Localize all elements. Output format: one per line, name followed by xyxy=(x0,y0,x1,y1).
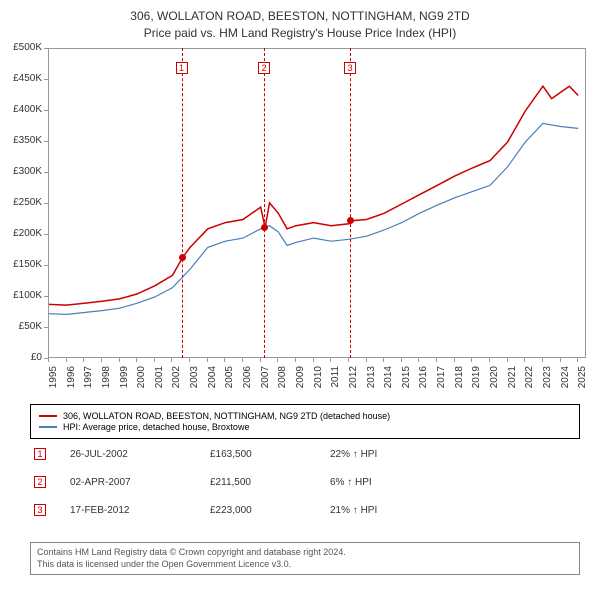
x-tick-label: 2018 xyxy=(454,366,465,394)
x-tick-label: 2024 xyxy=(560,366,571,394)
attribution-footer: Contains HM Land Registry data © Crown c… xyxy=(30,542,580,575)
footer-line2: This data is licensed under the Open Gov… xyxy=(37,559,573,571)
x-tick-label: 2004 xyxy=(207,366,218,394)
sale-price: £163,500 xyxy=(210,449,330,460)
sale-marker-vline xyxy=(264,48,265,358)
series-line xyxy=(49,86,578,305)
footer-line1: Contains HM Land Registry data © Crown c… xyxy=(37,547,573,559)
x-tick-label: 1998 xyxy=(101,366,112,394)
legend: 306, WOLLATON ROAD, BEESTON, NOTTINGHAM,… xyxy=(30,404,580,439)
y-tick-label: £100K xyxy=(4,290,42,301)
x-tick-label: 2010 xyxy=(313,366,324,394)
x-tick-label: 2009 xyxy=(295,366,306,394)
x-tick-label: 2023 xyxy=(542,366,553,394)
legend-label: 306, WOLLATON ROAD, BEESTON, NOTTINGHAM,… xyxy=(63,411,390,421)
title-line1: 306, WOLLATON ROAD, BEESTON, NOTTINGHAM,… xyxy=(0,8,600,25)
sale-row-marker: 3 xyxy=(34,504,46,516)
x-tick-label: 2008 xyxy=(277,366,288,394)
sale-row-marker: 1 xyxy=(34,448,46,460)
y-tick-label: £50K xyxy=(4,321,42,332)
sale-delta: 6% ↑ HPI xyxy=(330,477,450,488)
legend-swatch xyxy=(39,426,57,428)
sale-price: £211,500 xyxy=(210,477,330,488)
sale-marker-dot xyxy=(179,254,186,261)
y-tick-label: £400K xyxy=(4,104,42,115)
x-tick-label: 1999 xyxy=(119,366,130,394)
y-tick-label: £500K xyxy=(4,42,42,53)
chart-svg xyxy=(49,49,587,359)
chart-title: 306, WOLLATON ROAD, BEESTON, NOTTINGHAM,… xyxy=(0,0,600,46)
y-tick-label: £250K xyxy=(4,197,42,208)
sale-delta: 21% ↑ HPI xyxy=(330,505,450,516)
y-tick-label: £150K xyxy=(4,259,42,270)
y-tick-label: £350K xyxy=(4,135,42,146)
x-tick-label: 2017 xyxy=(436,366,447,394)
sale-marker-dot xyxy=(261,224,268,231)
y-tick-label: £0 xyxy=(4,352,42,363)
legend-item: 306, WOLLATON ROAD, BEESTON, NOTTINGHAM,… xyxy=(39,411,571,421)
x-tick-label: 1997 xyxy=(83,366,94,394)
x-tick-label: 2025 xyxy=(577,366,588,394)
x-tick-label: 2016 xyxy=(418,366,429,394)
sale-date: 17-FEB-2012 xyxy=(70,505,210,516)
legend-item: HPI: Average price, detached house, Brox… xyxy=(39,422,571,432)
x-tick-label: 2014 xyxy=(383,366,394,394)
title-line2: Price paid vs. HM Land Registry's House … xyxy=(0,25,600,42)
x-tick-label: 2006 xyxy=(242,366,253,394)
x-tick-label: 2022 xyxy=(524,366,535,394)
sale-delta: 22% ↑ HPI xyxy=(330,449,450,460)
x-tick-label: 2007 xyxy=(260,366,271,394)
sale-marker-vline xyxy=(182,48,183,358)
x-tick-label: 2003 xyxy=(189,366,200,394)
legend-swatch xyxy=(39,415,57,417)
sale-price: £223,000 xyxy=(210,505,330,516)
x-tick-label: 2011 xyxy=(330,366,341,394)
sale-row: 2 02-APR-2007£211,5006% ↑ HPI xyxy=(34,476,450,488)
x-tick-label: 2015 xyxy=(401,366,412,394)
x-tick-label: 2013 xyxy=(366,366,377,394)
x-tick-label: 1996 xyxy=(66,366,77,394)
sale-date: 02-APR-2007 xyxy=(70,477,210,488)
sale-row-marker: 2 xyxy=(34,476,46,488)
sale-row: 1 26-JUL-2002£163,50022% ↑ HPI xyxy=(34,448,450,460)
sale-marker-box: 1 xyxy=(176,62,188,74)
sale-marker-dot xyxy=(347,217,354,224)
x-tick-label: 2000 xyxy=(136,366,147,394)
y-tick-label: £200K xyxy=(4,228,42,239)
y-tick-label: £450K xyxy=(4,73,42,84)
x-tick-label: 2020 xyxy=(489,366,500,394)
sale-marker-box: 2 xyxy=(258,62,270,74)
x-tick-label: 2021 xyxy=(507,366,518,394)
sale-marker-box: 3 xyxy=(344,62,356,74)
legend-label: HPI: Average price, detached house, Brox… xyxy=(63,422,249,432)
chart-plot-area xyxy=(48,48,586,358)
x-tick-label: 2002 xyxy=(171,366,182,394)
x-tick-label: 2005 xyxy=(224,366,235,394)
x-tick-label: 1995 xyxy=(48,366,59,394)
x-tick-label: 2019 xyxy=(471,366,482,394)
sale-marker-vline xyxy=(350,48,351,358)
sale-row: 3 17-FEB-2012£223,00021% ↑ HPI xyxy=(34,504,450,516)
x-tick-label: 2012 xyxy=(348,366,359,394)
y-tick-label: £300K xyxy=(4,166,42,177)
x-tick-label: 2001 xyxy=(154,366,165,394)
sale-date: 26-JUL-2002 xyxy=(70,449,210,460)
